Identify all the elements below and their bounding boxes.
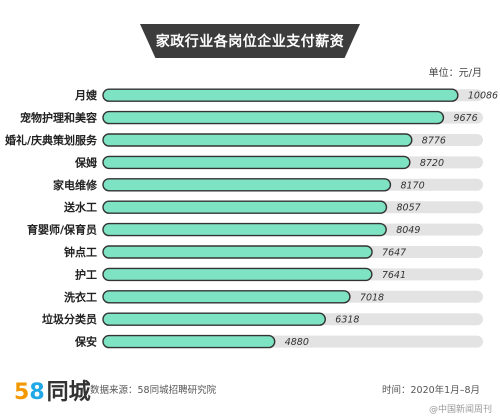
data-source: 数据来源：58同城招聘研究院 (90, 385, 217, 396)
bar (102, 222, 387, 237)
bar (102, 312, 327, 326)
value-label: 7641 (382, 270, 406, 281)
bar-row: 育婴师/保育员 8049 (27, 223, 483, 237)
bar (102, 155, 411, 170)
value-label: 4880 (285, 337, 309, 348)
bar-row: 洗衣工 7018 (64, 290, 483, 304)
bar-row: 护工 7641 (75, 267, 483, 281)
category-label: 育婴师/保育员 (27, 223, 97, 237)
bar (102, 178, 392, 192)
bar (102, 88, 459, 102)
value-label: 6318 (335, 315, 359, 326)
bar (102, 267, 373, 282)
bar-row: 月嫂 10086 (74, 88, 498, 102)
category-label: 保安 (74, 335, 97, 349)
unit-label: 单位：元/月 (428, 68, 482, 79)
logo-text: 同城 (46, 380, 91, 405)
bar-row: 保姆 8720 (74, 155, 483, 169)
bar-row: 婚礼/庆典策划服务 8776 (5, 133, 483, 147)
bar-row: 垃圾分类员 6318 (42, 312, 483, 326)
category-label: 保姆 (74, 155, 97, 169)
watermark: @中国新闻周刊 (428, 405, 492, 415)
bar (102, 200, 388, 214)
value-label: 8049 (396, 225, 420, 236)
bar-row: 保安 4880 (74, 335, 483, 349)
value-label: 8057 (396, 203, 420, 214)
bar-row: 送水工 8057 (63, 200, 483, 214)
category-label: 护工 (75, 267, 97, 281)
value-label: 9676 (453, 113, 477, 124)
category-label: 垃圾分类员 (42, 312, 97, 326)
category-label: 钟点工 (64, 245, 97, 259)
category-label: 月嫂 (74, 88, 98, 102)
bar-row: 钟点工 7647 (64, 245, 483, 259)
category-label: 送水工 (63, 200, 97, 214)
category-label: 洗衣工 (64, 290, 97, 304)
logo-digit-5: 5 (14, 380, 30, 405)
bar (102, 110, 445, 125)
bar (102, 334, 276, 349)
time-range: 时间：2020年1月–8月 (382, 385, 481, 396)
bar (102, 133, 413, 147)
bar (102, 290, 351, 304)
logo-digit-8: 8 (29, 380, 45, 405)
value-label: 8776 (422, 136, 446, 147)
value-label: 8720 (420, 158, 444, 169)
chart-title-text: 家政行业各岗位企业支付薪资 (155, 34, 345, 50)
category-label: 家电维修 (53, 178, 98, 192)
value-label: 8170 (400, 180, 424, 191)
value-label: 7018 (360, 292, 384, 303)
bar (102, 245, 373, 259)
chart-title: 家政行业各岗位企业支付薪资 (140, 24, 360, 58)
value-label: 10086 (468, 91, 498, 102)
brand-logo: 58同城 (14, 374, 91, 406)
bar-chart: 月嫂 10086 宠物护理和美容 9676 婚礼/庆典策划服务 8776 保姆 8720 家电维… (5, 88, 498, 349)
category-label: 婚礼/庆典策划服务 (5, 133, 98, 147)
value-label: 7647 (382, 248, 406, 259)
category-label: 宠物护理和美容 (20, 111, 97, 125)
bar-row: 家电维修 8170 (53, 178, 483, 192)
bar-row: 宠物护理和美容 9676 (20, 111, 483, 125)
